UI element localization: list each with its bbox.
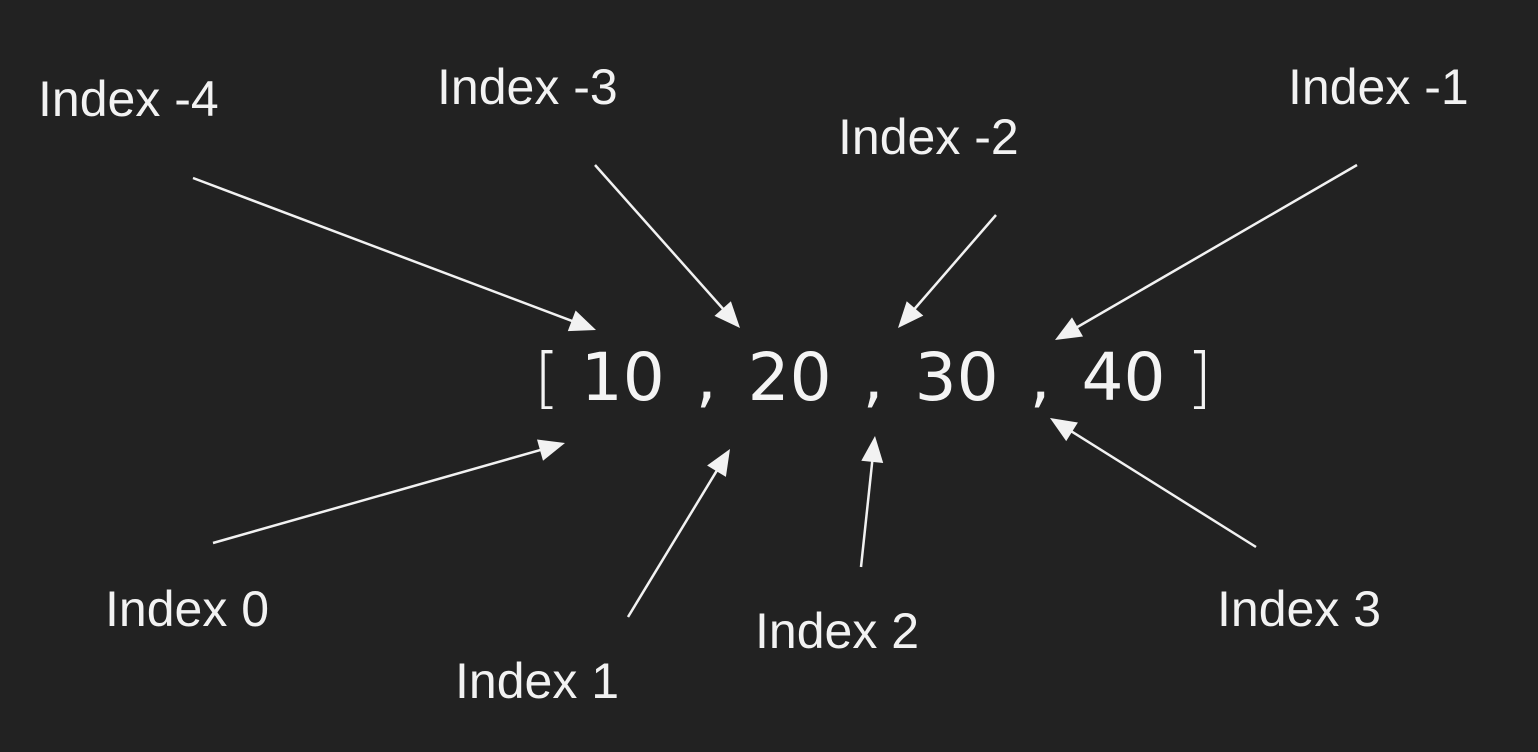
list-separator: , bbox=[1029, 339, 1051, 416]
arrow-index-1 bbox=[626, 455, 727, 618]
arrow-index-neg3 bbox=[594, 164, 736, 323]
label-index-0: Index 0 bbox=[105, 581, 270, 637]
label-index-1: Index 1 bbox=[455, 653, 620, 709]
arrow-index-neg1 bbox=[1061, 163, 1358, 338]
arrow-index-neg1-head bbox=[1055, 317, 1083, 340]
arrow-index-3-head bbox=[1050, 418, 1078, 442]
close-bracket: ] bbox=[1186, 339, 1213, 416]
label-index-2: Index 2 bbox=[755, 603, 920, 659]
list-value-1: 20 bbox=[747, 339, 832, 416]
arrow-index-neg3-head bbox=[714, 301, 740, 328]
label-index-neg3: Index -3 bbox=[437, 59, 618, 115]
list-value-0: 10 bbox=[580, 339, 665, 416]
arrow-index-0-head bbox=[537, 439, 565, 461]
arrow-index-2-head bbox=[861, 436, 884, 463]
open-bracket: [ bbox=[534, 339, 560, 416]
list-literal: [ 10 , 20 , 30 , 40 ] bbox=[534, 338, 1212, 418]
arrow-index-neg2-head bbox=[898, 301, 924, 328]
label-index-neg4: Index -4 bbox=[38, 71, 219, 127]
label-index-neg2: Index -2 bbox=[838, 109, 1019, 165]
arrow-index-neg2 bbox=[902, 214, 997, 323]
arrow-index-neg4-head bbox=[567, 310, 596, 332]
arrow-index-3 bbox=[1056, 421, 1257, 549]
list-separator: , bbox=[862, 339, 884, 416]
label-index-neg1: Index -1 bbox=[1288, 59, 1469, 115]
list-value-2: 30 bbox=[914, 339, 999, 416]
arrow-index-0 bbox=[212, 443, 558, 545]
label-index-3: Index 3 bbox=[1217, 581, 1382, 637]
arrow-index-neg4 bbox=[192, 176, 589, 329]
list-separator: , bbox=[695, 339, 717, 416]
arrowheads bbox=[537, 301, 1083, 477]
arrow-index-2 bbox=[859, 443, 876, 568]
list-value-3: 40 bbox=[1081, 339, 1166, 416]
arrow-index-1-head bbox=[707, 449, 730, 477]
